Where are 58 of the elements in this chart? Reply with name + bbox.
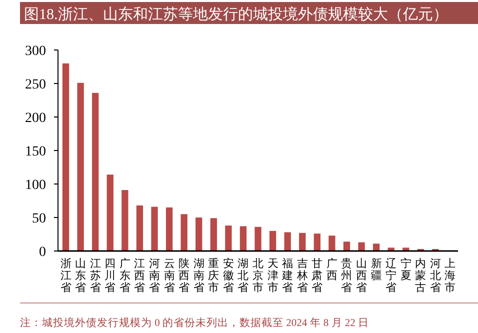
x-tick-label: 河南省 [148, 258, 160, 294]
x-tick-label: 安徽省 [222, 257, 234, 294]
bar [225, 226, 232, 251]
x-tick-label: 山西省 [356, 257, 368, 294]
bar [196, 218, 202, 251]
x-tick-label: 陕西省 [178, 258, 190, 294]
x-tick-label: 湖南省 [193, 258, 204, 294]
x-tick-label: 甘肃省 [312, 257, 323, 294]
bar [122, 190, 128, 251]
x-tick-label: 江苏省 [90, 258, 101, 294]
x-tick-label: 浙江省 [60, 257, 72, 294]
bar [299, 232, 306, 251]
bar [343, 242, 350, 251]
y-tick-label: 250 [25, 77, 46, 92]
x-tick-label: 新疆 [370, 257, 382, 282]
x-tick-label: 上海市 [444, 257, 456, 294]
text: 注：城投境外债发行规模为 0 的省份未列出，数据截至 2024 年 8 月 22 日 [20, 316, 369, 329]
x-tick-label: 湖北省 [238, 258, 249, 294]
bar [180, 214, 188, 251]
bar [62, 63, 70, 251]
bar [166, 207, 173, 251]
bar [106, 174, 114, 251]
x-tick-label: 广东省 [119, 257, 130, 294]
bar [151, 206, 158, 251]
x-tick-label: 云南省 [164, 258, 175, 294]
x-tick-label: 北京市 [252, 257, 264, 294]
bar [284, 232, 291, 251]
y-tick-label: 100 [25, 178, 46, 193]
bar [77, 82, 84, 251]
y-tick-label: 150 [25, 144, 46, 160]
x-tick-label: 天津市 [267, 258, 278, 294]
bar [372, 244, 380, 251]
x-tick-label: 内蒙古 [415, 257, 426, 294]
x-tick-label: 四川省 [104, 258, 116, 294]
x-tick-label: 山东省 [75, 257, 86, 294]
bar [358, 242, 365, 251]
bar [269, 230, 276, 251]
x-tick-label: 贵州省 [341, 257, 352, 294]
x-tick-label: 河北省 [430, 258, 441, 294]
x-tick-label: 重庆市 [208, 257, 220, 294]
x-tick-label: 广西 [326, 257, 338, 282]
x-tick-label: 福建省 [281, 257, 294, 294]
chart-title: 图18.浙江、山东和江苏等地发行的城投境外债规模较大（亿元） [24, 6, 448, 23]
bar [254, 226, 262, 251]
x-tick-label: 辽宁省 [386, 258, 397, 294]
y-tick-label: 200 [25, 110, 46, 126]
bar [328, 236, 336, 251]
bar [136, 205, 144, 251]
y-tick-label: 50 [32, 211, 46, 226]
bar [210, 218, 217, 251]
y-tick-label: 0 [39, 244, 46, 260]
x-tick-label: 江西省 [134, 258, 146, 294]
x-tick-label: 吉林省 [296, 257, 308, 294]
bar [92, 92, 99, 251]
x-tick-label: 宁夏 [400, 257, 412, 282]
y-tick-label: 300 [25, 44, 46, 59]
bar [314, 234, 320, 251]
bar [240, 226, 247, 251]
